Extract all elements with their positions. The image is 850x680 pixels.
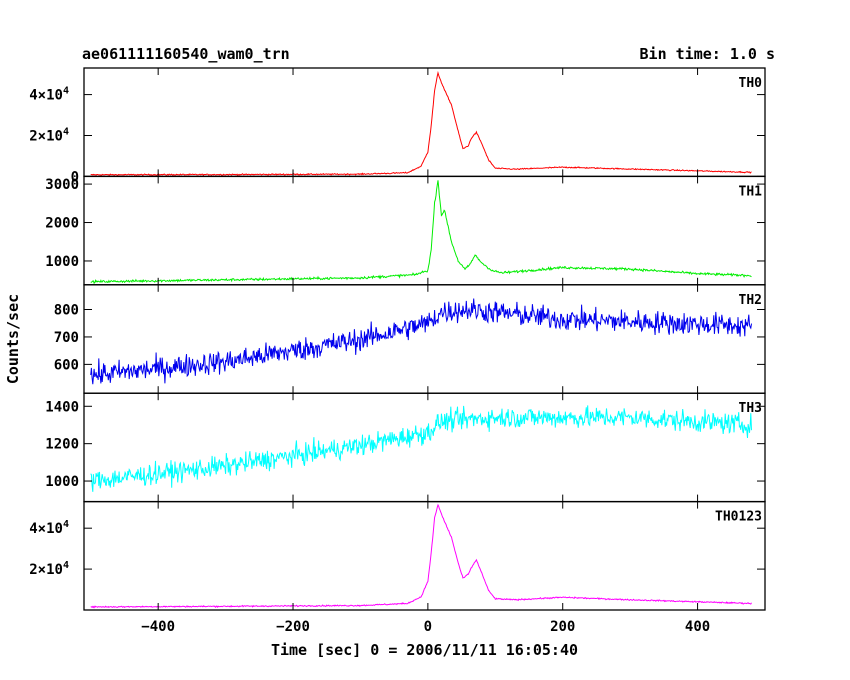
panel-frame-th3	[83, 392, 766, 503]
y-tick-label: 800	[54, 302, 79, 318]
panel-frame-th0	[83, 67, 766, 178]
x-tick-label: −400	[141, 619, 175, 635]
y-axis-title: Counts/sec	[4, 294, 22, 384]
y-tick-label: 1200	[45, 437, 79, 453]
x-axis-title: Time [sec] 0 = 2006/11/11 16:05:40	[271, 641, 578, 659]
y-tick-label: 1400	[45, 399, 79, 415]
x-tick-label: 400	[685, 619, 710, 635]
x-tick-label: 0	[424, 619, 432, 635]
panel-frame-th0123	[83, 500, 766, 611]
y-tick-label: 1000	[45, 254, 79, 270]
y-tick-label: 2000	[45, 216, 79, 232]
panel-label-th3: TH3	[739, 401, 762, 416]
panel-label-th0: TH0	[739, 76, 763, 91]
panel-frame-th1	[83, 175, 766, 286]
panel-frame-th2	[83, 284, 766, 394]
x-tick-label: −200	[276, 619, 310, 635]
panel-label-th0123: TH0123	[715, 510, 762, 525]
y-tick-label: 600	[54, 357, 79, 373]
panel-label-th2: TH2	[739, 293, 762, 308]
y-tick-label: 4×104	[29, 86, 69, 104]
series-line-th0123	[90, 503, 752, 609]
y-tick-label: 4×104	[29, 519, 69, 537]
y-tick-label: 2×104	[29, 560, 69, 578]
y-tick-label: 2×104	[29, 126, 69, 144]
x-tick-label: 200	[550, 619, 575, 635]
y-tick-label: 0	[71, 169, 79, 185]
y-tick-label: 1000	[45, 474, 79, 490]
series-line-th0	[90, 70, 752, 177]
y-tick-label: 3000	[45, 177, 79, 193]
bin-time-label: Bin time: 1.0 s	[639, 45, 775, 63]
series-line-th2	[90, 298, 752, 385]
y-tick-label: 700	[54, 330, 79, 346]
panel-label-th1: TH1	[739, 184, 763, 199]
series-line-th3	[90, 405, 752, 492]
chart-title: ae061111160540_wam0_trn	[82, 45, 290, 63]
series-line-th1	[90, 180, 752, 285]
